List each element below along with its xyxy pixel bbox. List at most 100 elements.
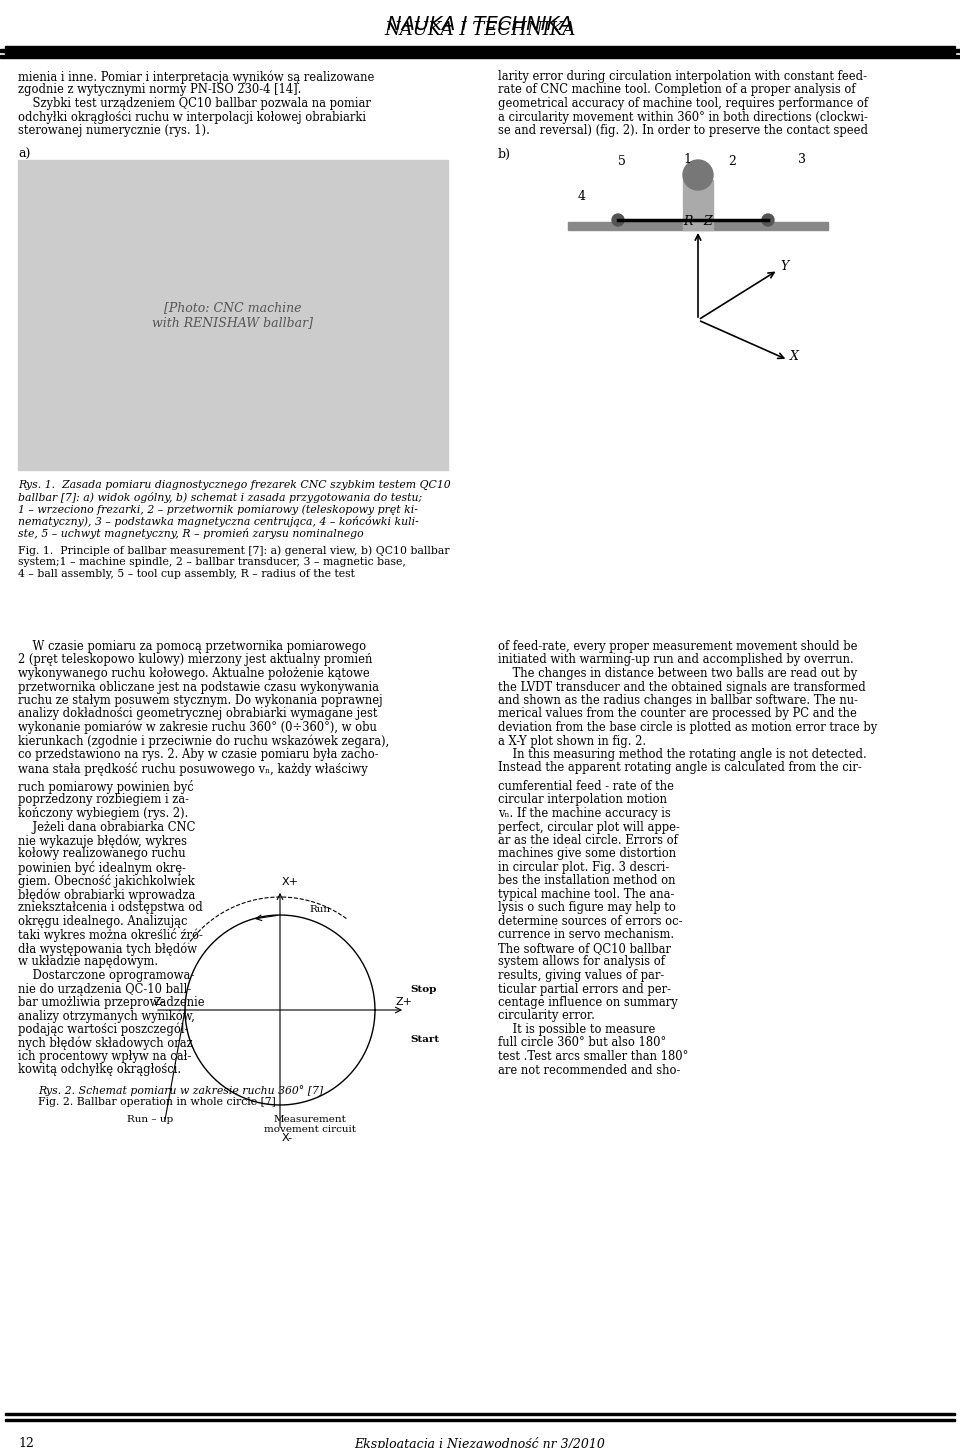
Text: bar umożliwia przeprowadzenie: bar umożliwia przeprowadzenie [18,996,204,1009]
Text: are not recommended and sho-: are not recommended and sho- [498,1063,681,1076]
Text: sterowanej numerycznie (rys. 1).: sterowanej numerycznie (rys. 1). [18,125,210,138]
Text: vₙ. If the machine accuracy is: vₙ. If the machine accuracy is [498,807,671,820]
Text: circularity error.: circularity error. [498,1009,595,1022]
Text: mienia i inne. Pomiar i interpretacja wyników są realizowane: mienia i inne. Pomiar i interpretacja wy… [18,70,374,84]
Text: The software of QC10 ballbar: The software of QC10 ballbar [498,943,671,956]
Text: 3: 3 [798,153,806,167]
Text: ballbar [7]: a) widok ogólny, b) schemat i zasada przygotowania do testu;: ballbar [7]: a) widok ogólny, b) schemat… [18,492,422,502]
Text: przetwornika obliczane jest na podstawie czasu wykonywania: przetwornika obliczane jest na podstawie… [18,681,379,694]
Text: ruchu ze stałym posuwem stycznym. Do wykonania poprawnej: ruchu ze stałym posuwem stycznym. Do wyk… [18,694,383,707]
Text: wykonanie pomiarów w zakresie ruchu 360° (0÷360°), w obu: wykonanie pomiarów w zakresie ruchu 360°… [18,721,377,734]
Text: okręgu idealnego. Analizując: okręgu idealnego. Analizując [18,915,187,928]
Text: Eksploatacja i Niezawodność nr 3/2010: Eksploatacja i Niezawodność nr 3/2010 [354,1436,606,1448]
Text: Z-: Z- [153,998,164,1006]
Circle shape [762,214,774,226]
Text: X-: X- [282,1132,293,1142]
Text: nych błędów składowych oraz: nych błędów składowych oraz [18,1037,193,1050]
Text: test .Test arcs smaller than 180°: test .Test arcs smaller than 180° [498,1050,688,1063]
Text: determine sources of errors oc-: determine sources of errors oc- [498,915,683,928]
Text: the LVDT transducer and the obtained signals are transformed: the LVDT transducer and the obtained sig… [498,681,866,694]
Text: Run: Run [309,905,330,915]
Text: NAUKA I TECHNIKA: NAUKA I TECHNIKA [384,22,576,39]
Text: ticular partial errors and per-: ticular partial errors and per- [498,983,671,996]
Text: initiated with warming-up run and accomplished by overrun.: initiated with warming-up run and accomp… [498,653,853,666]
Text: typical machine tool. The ana-: typical machine tool. The ana- [498,888,674,901]
Text: ar as the ideal circle. Errors of: ar as the ideal circle. Errors of [498,834,678,847]
Text: deviation from the base circle is plotted as motion error trace by: deviation from the base circle is plotte… [498,721,877,734]
Text: [Photo: CNC machine
with RENISHAW ballbar]: [Photo: CNC machine with RENISHAW ballba… [153,301,314,329]
Text: and shown as the radius changes in ballbar software. The nu-: and shown as the radius changes in ballb… [498,694,858,707]
Text: 2 (pręt teleskopowo kulowy) mierzony jest aktualny promień: 2 (pręt teleskopowo kulowy) mierzony jes… [18,653,372,666]
Text: lysis o such figure may help to: lysis o such figure may help to [498,902,676,915]
Text: Szybki test urządzeniem QC10 ballbar pozwala na pomiar: Szybki test urządzeniem QC10 ballbar poz… [18,97,371,110]
Text: merical values from the counter are processed by PC and the: merical values from the counter are proc… [498,708,857,721]
Text: dła występowania tych błędów: dła występowania tych błędów [18,943,197,956]
Text: se and reversal) (fig. 2). In order to preserve the contact speed: se and reversal) (fig. 2). In order to p… [498,125,868,138]
Text: It is possible to measure: It is possible to measure [498,1022,656,1035]
Bar [5,1413,955,1415]
Text: Y: Y [780,261,788,274]
Bar [568,222,828,230]
Text: results, giving values of par-: results, giving values of par- [498,969,664,982]
Text: powinien być idealnym okrę-: powinien być idealnym okrę- [18,862,186,875]
Text: wykonywanego ruchu kołowego. Aktualne położenie kątowe: wykonywanego ruchu kołowego. Aktualne po… [18,668,370,681]
Text: Fig. 2. Ballbar operation in whole circle [7]: Fig. 2. Ballbar operation in whole circl… [38,1098,276,1108]
Text: 1 – wrzeciono frezarki, 2 – przetwornik pomiarowy (teleskopowy pręt ki-: 1 – wrzeciono frezarki, 2 – przetwornik … [18,504,418,514]
Text: co przedstawiono na rys. 2. Aby w czasie pomiaru była zacho-: co przedstawiono na rys. 2. Aby w czasie… [18,749,378,762]
Bar [0,55,960,58]
Text: Rys. 2. Schemat pomiaru w zakresie ruchu 360° [7]: Rys. 2. Schemat pomiaru w zakresie ruchu… [38,1085,324,1096]
Text: kołowy realizowanego ruchu: kołowy realizowanego ruchu [18,847,185,860]
Text: larity error during circulation interpolation with constant feed-: larity error during circulation interpol… [498,70,867,83]
Bar [0,49,960,52]
Text: nie do urządzenia QC-10 ball-: nie do urządzenia QC-10 ball- [18,983,191,996]
Text: cumferential feed - rate of the: cumferential feed - rate of the [498,780,674,794]
Bar [5,52,955,54]
Text: 12: 12 [18,1436,34,1448]
Text: w układzie napędowym.: w układzie napędowym. [18,956,158,969]
Bar [5,45,955,48]
Bar [683,180,713,230]
Text: ruch pomiarowy powinien być: ruch pomiarowy powinien być [18,780,194,794]
Text: X: X [790,350,799,363]
Text: in circular plot. Fig. 3 descri-: in circular plot. Fig. 3 descri- [498,862,669,875]
Text: odchyłki okrągłości ruchu w interpolacji kołowej obrabiarki: odchyłki okrągłości ruchu w interpolacji… [18,110,366,123]
Text: wana stała prędkość ruchu posuwowego vₙ, każdy właściwy: wana stała prędkość ruchu posuwowego vₙ,… [18,762,368,776]
Text: geometrical accuracy of machine tool, requires performance of: geometrical accuracy of machine tool, re… [498,97,868,110]
Text: kowitą odchyłkę okrągłości.: kowitą odchyłkę okrągłości. [18,1063,181,1076]
Text: ich procentowy wpływ na cał-: ich procentowy wpływ na cał- [18,1050,191,1063]
Text: rate of CNC machine tool. Completion of a proper analysis of: rate of CNC machine tool. Completion of … [498,84,855,97]
Text: analizy dokładności geometrycznej obrabiarki wymagane jest: analizy dokładności geometrycznej obrabi… [18,708,377,721]
Text: of feed-rate, every proper measurement movement should be: of feed-rate, every proper measurement m… [498,640,857,653]
Text: a): a) [18,148,31,161]
Bar [5,1419,955,1420]
Text: taki wykres można określić źró-: taki wykres można określić źró- [18,928,203,943]
Text: In this measuring method the rotating angle is not detected.: In this measuring method the rotating an… [498,749,867,762]
Text: analizy otrzymanych wyników,: analizy otrzymanych wyników, [18,1009,195,1022]
Text: Measurement
movement circuit: Measurement movement circuit [264,1115,356,1134]
Text: machines give some distortion: machines give some distortion [498,847,676,860]
Text: a circularity movement within 360° in both directions (clockwi-: a circularity movement within 360° in bo… [498,110,868,123]
Text: 1: 1 [683,153,691,167]
Text: kończony wybiegiem (rys. 2).: kończony wybiegiem (rys. 2). [18,807,188,820]
Text: podając wartości poszczegól-: podając wartości poszczegól- [18,1022,188,1037]
Text: zniekształcenia i odstępstwa od: zniekształcenia i odstępstwa od [18,902,203,915]
Text: Fig. 1.  Principle of ballbar measurement [7]: a) general view, b) QC10 ballbar: Fig. 1. Principle of ballbar measurement… [18,544,449,556]
Text: perfect, circular plot will appe-: perfect, circular plot will appe- [498,821,680,834]
Circle shape [683,159,713,190]
Text: Start: Start [410,1035,439,1044]
Text: Instead the apparent rotating angle is calculated from the cir-: Instead the apparent rotating angle is c… [498,762,862,775]
Text: Rys. 1.  Zasada pomiaru diagnostycznego frezarek CNC szybkim testem QC10: Rys. 1. Zasada pomiaru diagnostycznego f… [18,479,450,489]
Text: The changes in distance between two balls are read out by: The changes in distance between two ball… [498,668,857,681]
Text: W czasie pomiaru za pomocą przetwornika pomiarowego: W czasie pomiaru za pomocą przetwornika … [18,640,366,653]
Text: 2: 2 [728,155,736,168]
Text: Z: Z [703,214,711,227]
Text: zgodnie z wytycznymi normy PN-ISO 230-4 [14].: zgodnie z wytycznymi normy PN-ISO 230-4 … [18,84,301,97]
Text: Jeżeli dana obrabiarka CNC: Jeżeli dana obrabiarka CNC [18,821,196,834]
Text: NAUKA I TECHNIKA: NAUKA I TECHNIKA [387,16,573,35]
Text: Run – up: Run – up [127,1115,173,1125]
Text: currence in servo mechanism.: currence in servo mechanism. [498,928,674,941]
Text: nie wykazuje błędów, wykres: nie wykazuje błędów, wykres [18,834,187,847]
Text: bes the installation method on: bes the installation method on [498,875,676,888]
Text: circular interpolation motion: circular interpolation motion [498,794,667,807]
Text: a X-Y plot shown in fig. 2.: a X-Y plot shown in fig. 2. [498,734,646,747]
